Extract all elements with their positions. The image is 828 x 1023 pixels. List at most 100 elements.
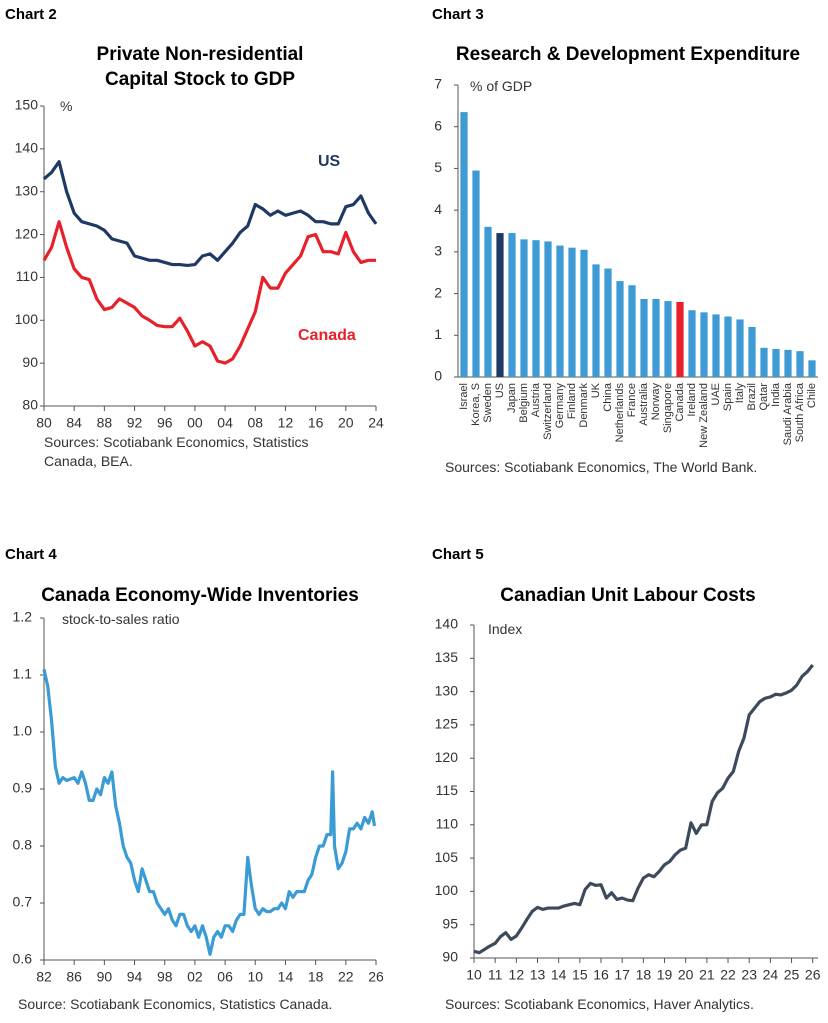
bar <box>652 298 660 377</box>
chart-title: Private Non-residential Capital Stock to… <box>96 44 304 90</box>
x-tick-label: 13 <box>530 967 546 983</box>
x-tick-label: 84 <box>66 415 82 431</box>
bar <box>604 268 612 377</box>
x-tick-label: Singapore <box>662 383 674 433</box>
y-tick-label: 90 <box>22 354 38 370</box>
series-label: US <box>318 153 341 170</box>
x-tick-label: 12 <box>509 967 525 983</box>
x-tick-label: 88 <box>97 415 113 431</box>
y-tick-label: 95 <box>442 915 458 931</box>
y-tick-label: 100 <box>435 882 459 898</box>
x-tick-label: 86 <box>66 969 82 985</box>
y-tick-label: 115 <box>436 782 459 798</box>
y-tick-label: 4 <box>434 201 442 217</box>
bar <box>748 326 756 377</box>
bar <box>568 247 576 377</box>
x-tick-label: 21 <box>699 967 715 983</box>
x-tick-label: Belgium <box>518 383 530 423</box>
x-tick-label: 08 <box>247 415 263 431</box>
unit-label: Index <box>488 621 523 637</box>
x-tick-label: 19 <box>657 967 673 983</box>
y-tick-label: 7 <box>434 76 442 92</box>
bar <box>676 301 684 377</box>
x-tick-label: 00 <box>187 415 203 431</box>
x-tick-label: 10 <box>247 969 263 985</box>
x-tick-label: 26 <box>805 967 821 983</box>
bar <box>700 312 708 377</box>
source: Sources: Scotiabank Economics, The World… <box>445 459 758 475</box>
y-tick-label: 110 <box>16 268 39 284</box>
y-tick-label: 140 <box>15 140 39 156</box>
x-tick-label: Brazil <box>746 383 758 411</box>
y-tick-label: 125 <box>435 716 459 732</box>
chart-label: Chart 5 <box>432 546 484 563</box>
y-tick-label: 150 <box>15 97 39 113</box>
x-tick-label: 90 <box>97 969 113 985</box>
bar <box>520 239 528 377</box>
y-tick-label: 1 <box>434 326 442 342</box>
x-tick-label: 04 <box>217 415 233 431</box>
bar <box>640 298 648 377</box>
y-tick-label: 6 <box>434 117 442 133</box>
x-tick-label: Italy <box>734 383 746 404</box>
source: Sources: Scotiabank Economics, Haver Ana… <box>445 996 754 1012</box>
chart-title: Canadian Unit Labour Costs <box>500 585 756 606</box>
x-tick-label: 96 <box>157 415 173 431</box>
x-tick-label: 17 <box>614 967 630 983</box>
bar <box>580 249 588 377</box>
y-tick-label: 140 <box>435 616 459 632</box>
x-tick-label: Chile <box>806 383 818 408</box>
chart-label: Chart 3 <box>432 6 484 23</box>
x-tick-label: 98 <box>157 969 173 985</box>
bar <box>628 285 636 377</box>
y-tick-label: 0.8 <box>13 837 33 853</box>
x-tick-label: Saudi Arabia <box>782 382 794 445</box>
bar <box>472 170 480 377</box>
x-tick-label: 16 <box>308 415 324 431</box>
unit-label: % <box>60 98 73 114</box>
x-tick-label: France <box>626 383 638 417</box>
y-tick-label: 90 <box>442 949 458 965</box>
bar <box>556 245 564 377</box>
bar <box>496 233 504 377</box>
x-tick-label: Finland <box>566 383 578 419</box>
y-tick-label: 1.1 <box>13 666 33 682</box>
y-tick-label: 135 <box>435 649 459 665</box>
y-tick-label: 120 <box>15 225 39 241</box>
y-tick-label: 105 <box>435 849 459 865</box>
x-tick-label: South Africa <box>794 382 806 442</box>
unit-label: stock-to-sales ratio <box>62 611 180 627</box>
y-tick-label: 100 <box>15 311 39 327</box>
x-tick-label: India <box>770 382 782 407</box>
bar <box>712 314 720 377</box>
y-tick-label: 110 <box>436 816 459 832</box>
x-tick-label: China <box>602 382 614 412</box>
y-tick-label: 0 <box>434 368 442 384</box>
bar <box>616 281 624 377</box>
chart-title: Research & Development Expenditure <box>455 44 801 65</box>
y-tick-label: 0.7 <box>13 894 33 910</box>
bar <box>760 347 768 377</box>
bar <box>484 226 492 377</box>
x-tick-label: Germany <box>554 383 566 429</box>
x-tick-label: 16 <box>593 967 609 983</box>
x-tick-label: 82 <box>36 969 52 985</box>
x-tick-label: 06 <box>217 969 233 985</box>
y-tick-label: 2 <box>434 284 442 300</box>
x-tick-label: UK <box>590 382 602 398</box>
y-tick-label: 0.6 <box>13 951 33 967</box>
x-tick-label: Sweden <box>482 383 494 423</box>
bar <box>532 240 540 377</box>
chart-title: Canada Economy-Wide Inventories <box>41 585 359 606</box>
line-series <box>42 220 376 365</box>
x-tick-label: 20 <box>338 415 354 431</box>
bar <box>688 310 696 377</box>
y-tick-label: 1.0 <box>13 723 33 739</box>
chart-label: Chart 2 <box>5 6 57 23</box>
x-tick-label: 24 <box>763 967 779 983</box>
x-tick-label: 80 <box>36 415 52 431</box>
bar <box>664 301 672 377</box>
x-tick-label: 24 <box>368 415 384 431</box>
